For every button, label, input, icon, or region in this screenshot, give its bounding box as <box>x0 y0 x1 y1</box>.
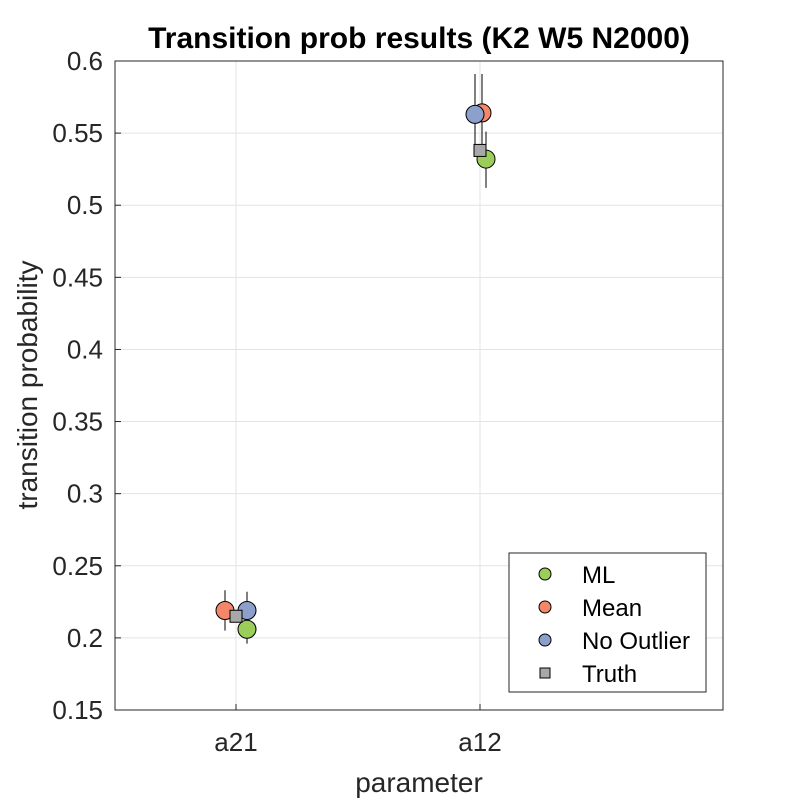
y-tick-label: 0.2 <box>67 623 103 653</box>
data-point-ml <box>237 619 257 639</box>
legend-marker-ml <box>538 567 552 581</box>
chart-title: Transition prob results (K2 W5 N2000) <box>148 22 690 55</box>
legend-marker-no-outlier <box>538 633 552 647</box>
legend-label-truth: Truth <box>582 661 637 688</box>
legend-marker-mean <box>538 600 552 614</box>
x-tick-label: a21 <box>214 727 257 757</box>
y-tick-label: 0.35 <box>52 407 103 437</box>
plot-frame <box>114 60 724 711</box>
x-axis: a21 a12 <box>214 704 502 757</box>
y-tick-label: 0.45 <box>52 262 103 292</box>
y-axis-label: transition probability <box>12 260 43 509</box>
legend-label-no-outlier: No Outlier <box>582 628 690 655</box>
y-tick-label: 0.5 <box>67 190 103 220</box>
data-marks <box>215 73 496 644</box>
data-point-truth <box>229 609 243 623</box>
y-axis: 0.15 0.2 0.25 0.3 0.35 0.4 0.45 0.5 0.55 0.6 <box>52 46 121 725</box>
y-tick-label: 0.55 <box>52 118 103 148</box>
x-tick-label: a12 <box>458 727 501 757</box>
legend-label-mean: Mean <box>582 595 642 622</box>
x-axis-label: parameter <box>355 767 483 798</box>
y-tick-label: 0.15 <box>52 695 103 725</box>
legend: ML Mean No Outlier Truth <box>508 552 707 693</box>
legend-marker-truth <box>539 667 551 679</box>
y-tick-label: 0.3 <box>67 479 103 509</box>
y-tick-label: 0.6 <box>67 46 103 76</box>
y-tick-label: 0.25 <box>52 551 103 581</box>
legend-label-ml: ML <box>582 562 615 589</box>
data-point-no-outlier <box>465 104 485 124</box>
data-point-truth <box>473 143 487 157</box>
y-tick-label: 0.4 <box>67 334 103 364</box>
